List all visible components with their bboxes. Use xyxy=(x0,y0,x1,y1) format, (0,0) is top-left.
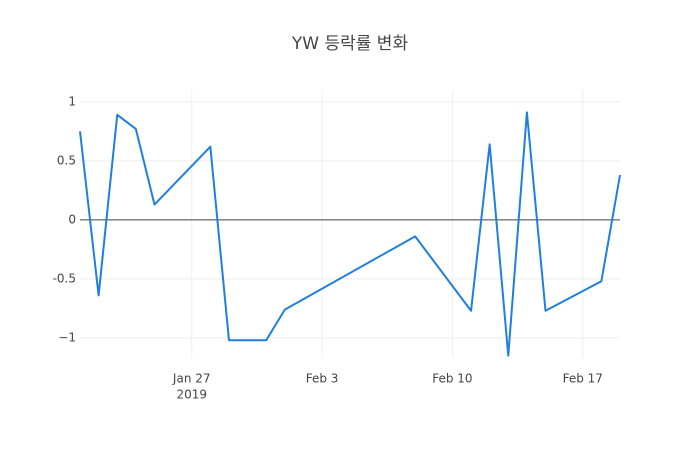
x-tick-label: Feb 10 xyxy=(432,372,472,386)
chart-title: YW 등락률 변화 xyxy=(291,34,409,54)
y-tick-label: −1 xyxy=(58,330,76,344)
data-line xyxy=(79,111,621,357)
y-tick-label: -0.5 xyxy=(53,271,76,285)
x-tick-label: Feb 3 xyxy=(306,372,339,386)
y-tick-label: 0.5 xyxy=(57,153,76,167)
x-year-label: 2019 xyxy=(176,388,207,402)
x-tick-label: Feb 17 xyxy=(563,372,603,386)
x-tick-label: Jan 27 xyxy=(172,372,211,386)
y-tick-label: 0 xyxy=(68,212,76,226)
y-tick-label: 1 xyxy=(68,94,76,108)
